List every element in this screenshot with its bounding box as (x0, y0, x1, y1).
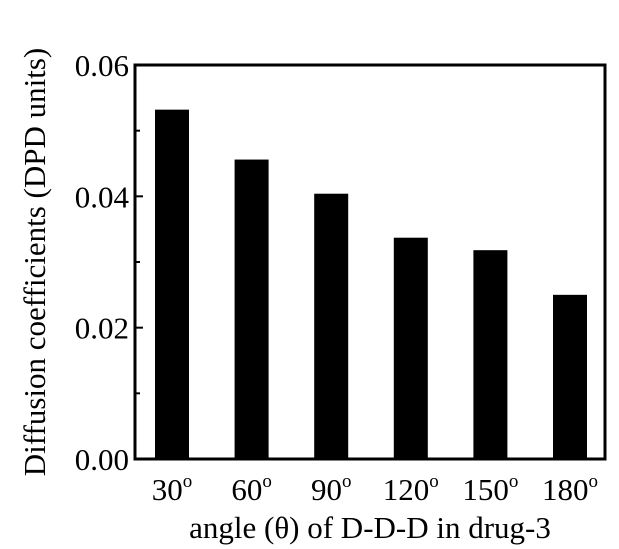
x-tick-label: 120o (383, 471, 439, 507)
x-tick-label: 150o (462, 471, 518, 507)
bar-180 (553, 294, 587, 459)
bars-group (155, 109, 587, 460)
y-axis-title: Diffusion coefficients (DPD units) (17, 48, 52, 477)
y-tick-label: 0.00 (75, 442, 129, 477)
x-tick-label: 180o (542, 471, 598, 507)
x-axis-ticks: 30o 60o 90o 120o 150o 180o (152, 452, 598, 507)
y-tick-label: 0.04 (75, 179, 130, 214)
bar-60 (234, 159, 269, 459)
y-tick-label: 0.06 (75, 48, 129, 83)
x-axis-title: angle (θ) of D-D-D in drug-3 (189, 510, 551, 545)
bar-150 (473, 250, 508, 459)
x-tick-label: 30o (152, 471, 193, 507)
bar-120 (393, 237, 428, 459)
plot-frame (133, 63, 607, 461)
x-tick-label: 90o (311, 471, 352, 507)
y-axis-ticks: 0.00 0.02 0.04 0.06 (75, 48, 143, 477)
bar-30 (155, 109, 189, 460)
bar-90 (314, 193, 349, 459)
x-tick-label: 60o (231, 471, 272, 507)
y-tick-label: 0.02 (75, 311, 129, 346)
